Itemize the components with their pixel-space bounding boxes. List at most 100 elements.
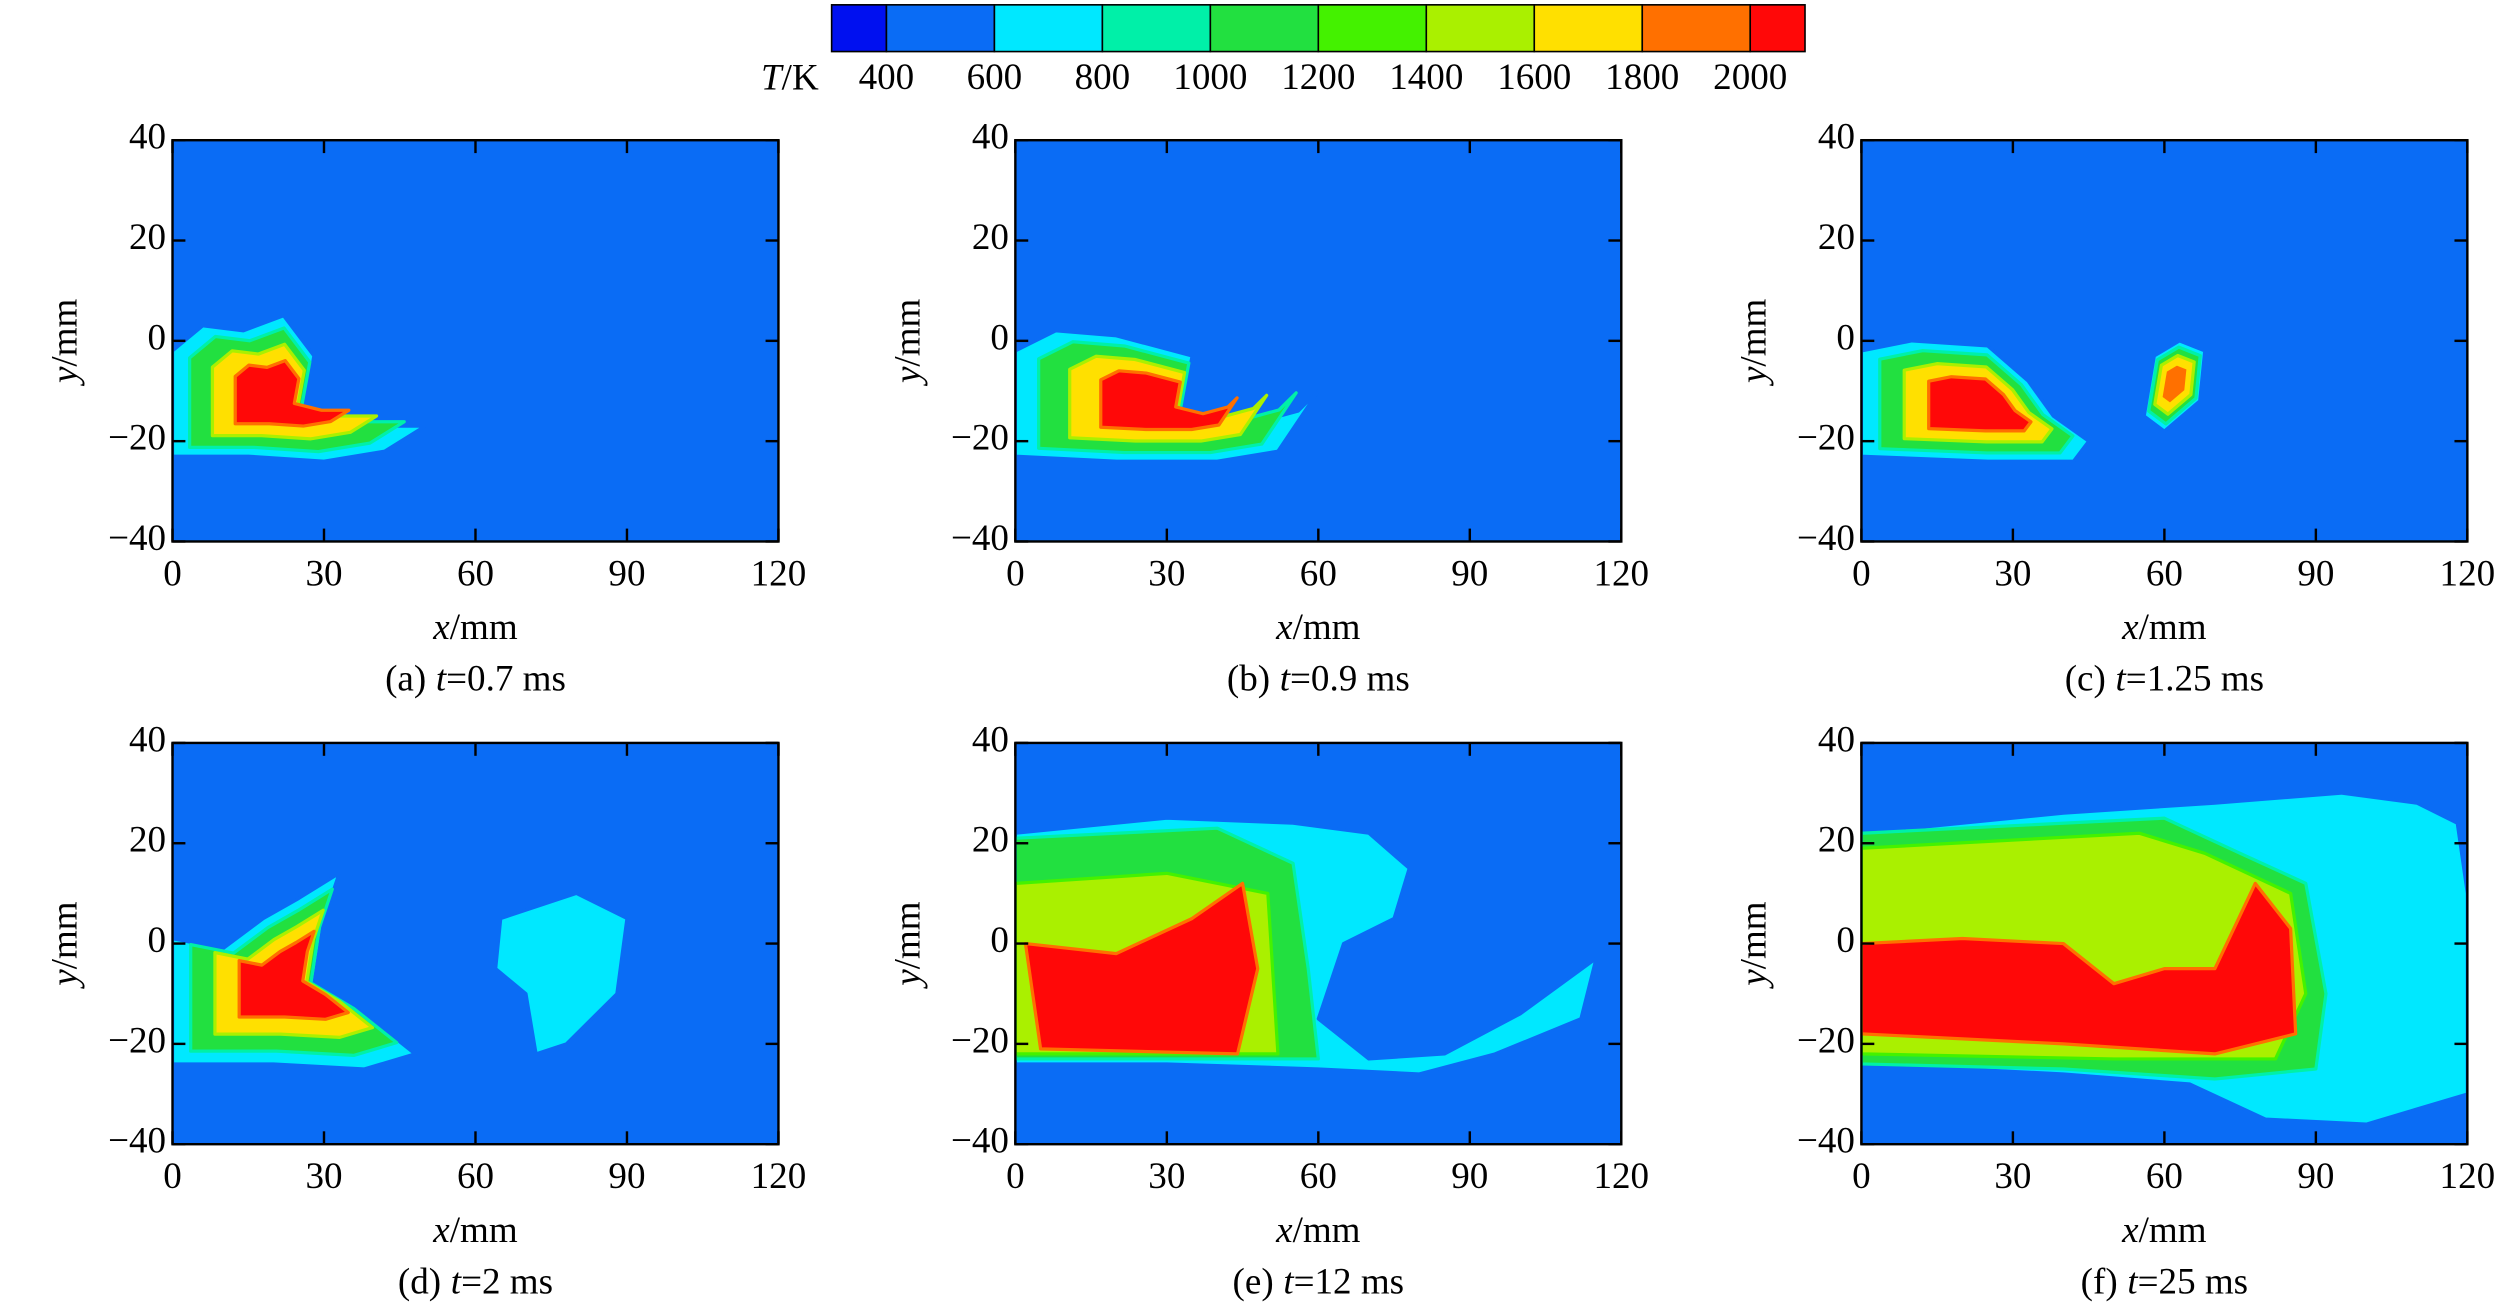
y-label-unit: /mm — [1733, 298, 1774, 366]
y-axis-label: y/mm — [887, 298, 928, 387]
x-label-unit: /mm — [2139, 1209, 2207, 1250]
x-axis-label: x/mm — [2121, 607, 2207, 648]
caption-value: =12 ms — [1294, 1261, 1404, 1302]
y-tick-label: 20 — [129, 820, 166, 861]
y-tick-label: −20 — [108, 418, 166, 459]
panel-caption: (f) t=25 ms — [2081, 1261, 2248, 1302]
field-background — [1861, 140, 2468, 542]
caption-label: (c) — [2065, 658, 2106, 699]
x-tick-label: 120 — [2440, 1156, 2496, 1197]
caption-value: =0.9 ms — [1290, 658, 1410, 699]
x-axis-label: x/mm — [432, 607, 518, 648]
colorbar: 400 600 800 1000 1200 1400 1600 1800 2000 — [830, 4, 1806, 98]
y-label-unit: /mm — [887, 298, 928, 366]
colorbar-cell — [885, 4, 996, 53]
caption-label: (a) — [385, 658, 426, 699]
y-tick-label: −40 — [951, 1121, 1009, 1162]
y-tick-label: 40 — [1818, 719, 1855, 760]
x-tick-label: 30 — [305, 1156, 342, 1197]
x-tick-label: 90 — [608, 1156, 645, 1197]
temperature-region — [233, 358, 351, 428]
caption-var: t — [2116, 658, 2128, 699]
y-label-var: y — [1733, 969, 1774, 990]
x-tick-label: 0 — [1006, 1156, 1025, 1197]
x-tick-label: 30 — [305, 553, 342, 594]
colorbar-unit: /K — [782, 57, 819, 98]
x-axis-label: x/mm — [1275, 607, 1361, 648]
y-label-var: y — [887, 366, 928, 387]
caption-label: (b) — [1227, 658, 1270, 699]
x-tick-label: 90 — [2297, 1156, 2334, 1197]
colorbar-cell — [830, 4, 888, 53]
field — [1861, 791, 2468, 1126]
colorbar-tick-label: 400 — [859, 57, 915, 98]
colorbar-cell — [1425, 4, 1536, 53]
field — [172, 314, 427, 463]
temperature-region — [1023, 881, 1260, 1056]
y-tick-label: 20 — [129, 217, 166, 258]
panel-caption: (b) t=0.9 ms — [1227, 658, 1410, 699]
panel-caption: (c) t=1.25 ms — [2065, 658, 2264, 699]
y-tick-label: −40 — [951, 518, 1009, 559]
y-axis-label: y/mm — [887, 901, 928, 990]
y-label-unit: /mm — [887, 901, 928, 969]
temperature-region — [1927, 375, 2033, 433]
y-tick-label: 20 — [1818, 217, 1855, 258]
y-tick-label: 20 — [972, 820, 1009, 861]
y-label-var: y — [887, 969, 928, 990]
x-axis-label: x/mm — [1275, 1209, 1361, 1250]
colorbar-tick-label: 800 — [1075, 57, 1131, 98]
y-tick-label: 0 — [990, 317, 1009, 358]
caption-var: t — [1283, 1261, 1295, 1302]
caption-label: (e) — [1233, 1261, 1274, 1302]
x-tick-label: 90 — [1451, 553, 1488, 594]
y-tick-label: −20 — [1797, 1020, 1855, 1061]
x-label-var: x — [1275, 607, 1293, 648]
y-label-unit: /mm — [1733, 901, 1774, 969]
caption-label: (d) — [398, 1261, 441, 1302]
y-tick-label: −20 — [108, 1020, 166, 1061]
x-tick-label: 0 — [1852, 553, 1871, 594]
colorbar-cell — [993, 4, 1104, 53]
x-tick-label: 0 — [1852, 1156, 1871, 1197]
field — [172, 871, 629, 1071]
panel-caption: (d) t=2 ms — [398, 1261, 553, 1302]
x-tick-label: 120 — [751, 553, 807, 594]
x-tick-label: 60 — [457, 1156, 494, 1197]
colorbar-cell — [1749, 4, 1806, 53]
x-label-var: x — [432, 607, 450, 648]
y-axis-label: y/mm — [1733, 298, 1774, 387]
x-label-unit: /mm — [2139, 607, 2207, 648]
y-tick-label: 0 — [148, 317, 167, 358]
colorbar-cell — [1101, 4, 1212, 53]
x-label-var: x — [2121, 1209, 2139, 1250]
colorbar-tick-label: 600 — [967, 57, 1023, 98]
x-tick-label: 90 — [608, 553, 645, 594]
x-tick-label: 120 — [2440, 553, 2496, 594]
colorbar-tick-label: 1600 — [1497, 57, 1571, 98]
y-tick-label: 40 — [1818, 117, 1855, 158]
x-label-var: x — [1275, 1209, 1293, 1250]
y-label-var: y — [44, 366, 85, 387]
y-tick-label: 0 — [148, 920, 167, 961]
x-label-unit: /mm — [1293, 1209, 1361, 1250]
panel-caption: (e) t=12 ms — [1233, 1261, 1405, 1302]
colorbar-tick-label: 1000 — [1173, 57, 1247, 98]
x-label-var: x — [2121, 607, 2139, 648]
x-tick-label: 120 — [1594, 553, 1650, 594]
y-tick-label: 40 — [129, 117, 166, 158]
colorbar-label: T/K — [761, 57, 819, 98]
caption-value: =1.25 ms — [2126, 658, 2264, 699]
y-tick-label: −40 — [1797, 1121, 1855, 1162]
x-tick-label: 0 — [163, 1156, 182, 1197]
temperature-region — [2159, 362, 2190, 407]
x-tick-label: 30 — [1148, 553, 1185, 594]
colorbar-cell — [1641, 4, 1752, 53]
caption-var: t — [451, 1261, 463, 1302]
y-tick-label: 20 — [972, 217, 1009, 258]
